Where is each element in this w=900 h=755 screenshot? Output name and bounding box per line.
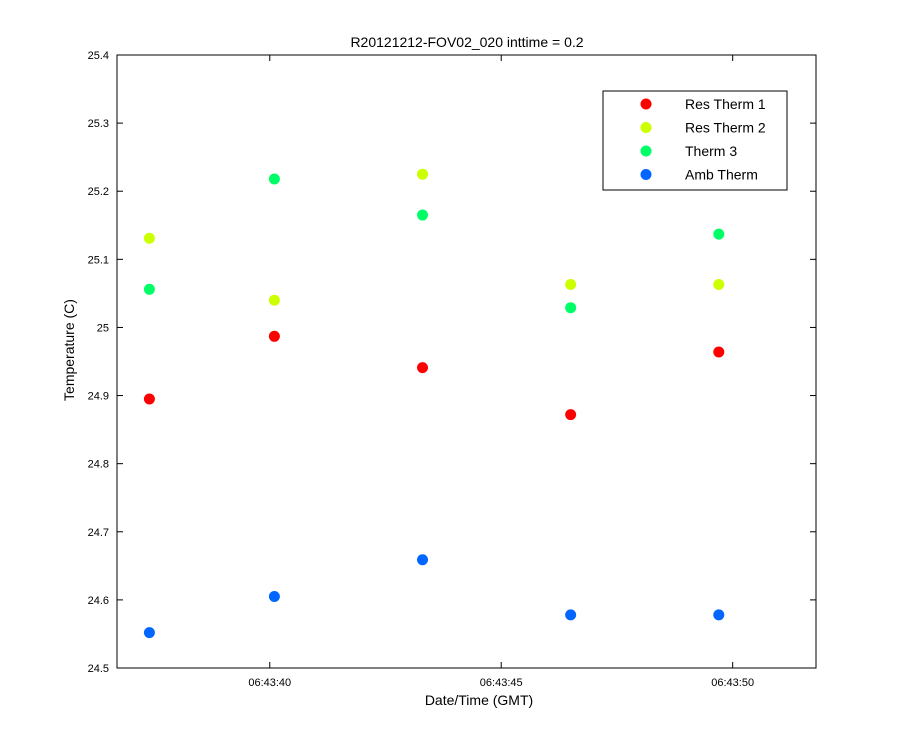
data-point [268,173,280,185]
data-point [417,554,429,566]
data-point [417,362,429,374]
y-tick-label: 25.3 [88,118,109,130]
x-tick-label: 06:43:50 [711,677,754,689]
data-point [143,283,155,295]
series-res-therm-2 [143,168,725,306]
legend-marker [640,122,652,133]
y-axis: 24.5 24.6 24.7 24.8 24.9 25 25.1 25.2 25.3 25.4 [88,50,816,675]
legend-label: Res Therm 1 [685,96,766,112]
legend-label: Res Therm 2 [685,120,766,136]
data-point [565,302,577,314]
y-axis-title: Temperature (C) [61,299,77,401]
y-tick-label: 25.2 [88,186,109,198]
data-point [713,609,725,621]
data-point [565,279,577,291]
legend-label: Amb Therm [685,167,758,183]
x-axis: 06:43:40 06:43:45 06:43:50 [248,55,754,689]
legend-box [602,90,788,191]
data-point [713,228,725,240]
legend-label: Therm 3 [685,143,737,159]
data-point [565,409,577,421]
legend: Res Therm 1 Res Therm 2 Therm 3 Amb Therm [602,90,788,191]
data-point [417,209,429,221]
y-tick-label: 24.7 [88,527,109,539]
x-tick-label: 06:43:40 [248,677,291,689]
data-point [713,279,725,291]
data-point [417,168,429,180]
y-tick-label: 24.6 [88,595,109,607]
legend-marker [640,145,652,157]
legend-marker [640,98,652,110]
data-point [565,609,577,621]
data-point [713,346,725,358]
x-axis-title: Date/Time (GMT) [425,692,533,708]
chart-title: R20121212-FOV02_020 inttime = 0.2 [350,34,583,50]
data-point [268,294,280,306]
series-therm-3 [143,173,725,314]
data-point [143,232,155,244]
data-point [268,590,280,602]
data-points [143,168,725,639]
y-tick-label: 24.9 [88,391,109,403]
y-tick-label: 25.1 [88,254,109,266]
series-res-therm-1 [143,330,725,421]
x-tick-label: 06:43:45 [480,677,523,689]
legend-marker [640,169,652,180]
y-tick-label: 24.5 [88,663,109,675]
data-point [143,393,155,405]
data-point [143,627,155,639]
y-tick-label: 24.8 [88,459,109,471]
y-tick-label: 25.4 [88,50,109,62]
data-point [268,330,280,342]
series-amb-therm [143,554,725,639]
y-tick-label: 25 [97,322,109,334]
